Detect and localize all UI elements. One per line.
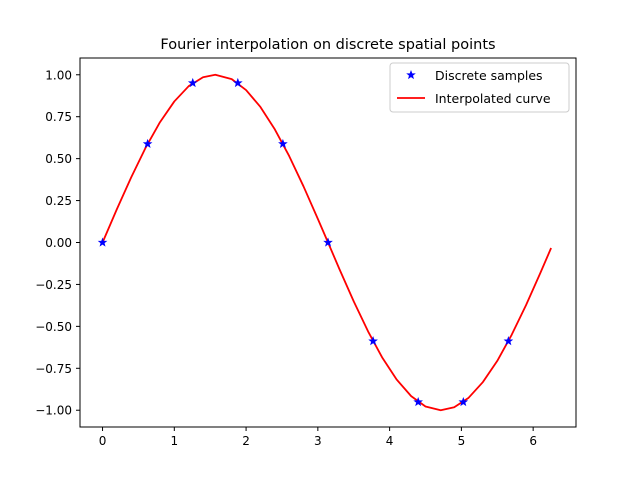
- plot-area-frame: [79, 57, 577, 428]
- y-tick-label: −0.75: [35, 362, 72, 376]
- x-tick-label: 0: [99, 434, 107, 448]
- x-axis-ticks: 0 1 2 3 4 5 6: [99, 427, 537, 448]
- legend-label-curve: Interpolated curve: [435, 91, 551, 106]
- x-tick-label: 5: [458, 434, 466, 448]
- sample-point-marker: [413, 396, 423, 407]
- sample-point-marker: [97, 237, 108, 247]
- y-tick-label: 0.50: [45, 152, 72, 166]
- y-tick-label: 0.75: [45, 110, 72, 124]
- legend: Discrete samples Interpolated curve: [389, 62, 570, 113]
- x-tick-label: 3: [314, 434, 322, 448]
- legend-box: [389, 62, 570, 113]
- x-tick-label: 4: [386, 434, 394, 448]
- y-tick-label: 0.25: [45, 194, 72, 208]
- sample-point-marker: [503, 336, 514, 346]
- plot-content: [97, 73, 552, 412]
- sample-point-marker: [278, 138, 288, 148]
- y-tick-label: 0.00: [45, 236, 72, 250]
- legend-star-marker: [406, 69, 416, 80]
- y-tick-label: −0.25: [35, 278, 72, 292]
- sample-point-marker: [368, 336, 378, 346]
- sample-point-marker: [187, 77, 198, 88]
- sample-point-marker: [458, 396, 469, 407]
- sample-point-marker: [142, 138, 153, 148]
- x-tick-label: 1: [170, 434, 178, 448]
- sample-point-marker: [233, 77, 243, 88]
- x-tick-label: 6: [529, 434, 537, 448]
- sample-point-marker: [323, 237, 333, 247]
- legend-label-samples: Discrete samples: [435, 68, 543, 83]
- y-tick-label: −1.00: [35, 404, 72, 418]
- chart-title: Fourier interpolation on discrete spatia…: [160, 37, 495, 53]
- y-tick-label: 1.00: [45, 68, 72, 82]
- y-axis-ticks: 1.00 0.75 0.50 0.25 0.00 −0.25 −0.50 −0.75 −1.00: [35, 68, 80, 418]
- y-tick-label: −0.50: [35, 320, 72, 334]
- x-tick-label: 2: [242, 434, 250, 448]
